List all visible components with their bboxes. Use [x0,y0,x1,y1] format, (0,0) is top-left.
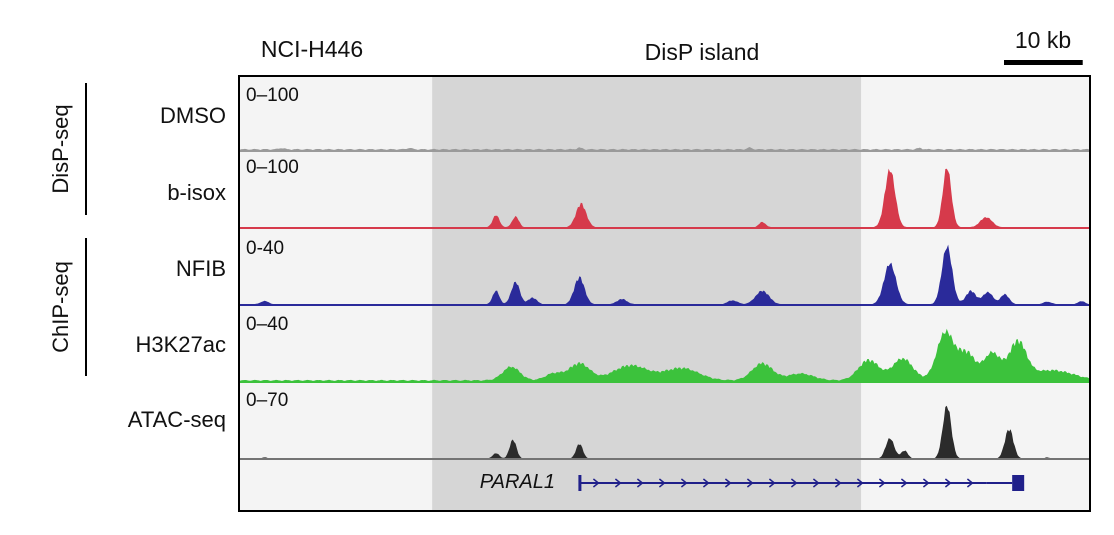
gene-strand-arrow [702,478,710,488]
gene-strand-arrow [856,478,864,488]
gene-strand-arrow [746,478,754,488]
track-range-b-isox: 0–100 [246,157,299,178]
region-label: DisP island [645,39,760,65]
gene-exon-end [1012,475,1025,491]
gene-strand-arrow [724,478,732,488]
track-range-atac-seq: 0–70 [246,390,288,411]
group-label-disp-seq: DisP-seq [48,104,73,193]
track-label-nfib: NFIB [176,256,226,281]
gene-strand-arrow [900,478,908,488]
track-range-dmso: 0–100 [246,85,299,106]
gene-strand-arrow [812,478,820,488]
gene-strand-arrow [658,478,666,488]
group-label-chip-seq: ChIP-seq [48,261,73,353]
gene-strand-arrow [878,478,886,488]
track-range-h3k27ac: 0–40 [246,314,288,335]
signal-nfib [239,244,1090,305]
gene-strand-arrow [680,478,688,488]
gene-strand-arrow [790,478,798,488]
track-label-h3k27ac: H3K27ac [135,332,226,357]
track-label-dmso: DMSO [160,103,226,128]
track-label-atac-seq: ATAC-seq [128,407,226,432]
gene-strand-arrow [922,478,930,488]
gene-strand-arrow [592,478,600,488]
cell-line-label: NCI-H446 [261,36,363,62]
gene-strand-arrow [614,478,622,488]
track-range-nfib: 0-40 [246,238,284,259]
gene-strand-arrow [834,478,842,488]
browser-panel-border [238,75,1091,512]
scale-bar [1004,60,1083,65]
track-label-b-isox: b-isox [167,180,226,205]
signal-atac-seq [239,405,1090,459]
signal-h3k27ac [239,328,1090,382]
gene-exon-start [578,475,582,491]
disp-island-highlight [432,76,862,511]
gene-strand-arrow [944,478,952,488]
gene-name-label: PARAL1 [480,471,555,493]
gene-strand-arrow [966,478,974,488]
gene-strand-arrow [768,478,776,488]
gene-model-paral1 [578,475,1025,491]
gene-strand-arrow [636,478,644,488]
scale-bar-label: 10 kb [1015,27,1071,53]
